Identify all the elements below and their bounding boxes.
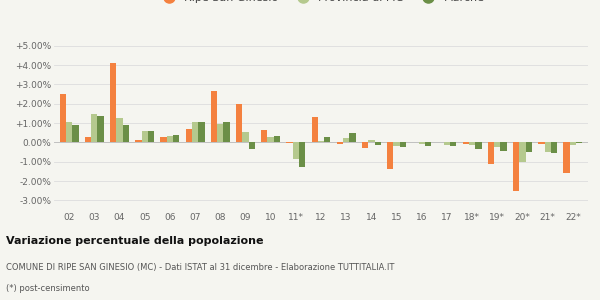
Bar [299, 142, 305, 167]
Bar [318, 141, 324, 142]
Bar [274, 136, 280, 142]
Bar [66, 122, 72, 142]
Bar [85, 136, 91, 142]
Bar [368, 140, 374, 142]
Bar [185, 129, 192, 142]
Bar [173, 135, 179, 142]
Text: (*) post-censimento: (*) post-censimento [6, 284, 89, 293]
Bar [248, 142, 255, 149]
Bar [167, 136, 173, 142]
Bar [394, 142, 400, 146]
Bar [293, 142, 299, 159]
Bar [91, 114, 97, 142]
Bar [148, 131, 154, 142]
Bar [570, 142, 576, 145]
Bar [198, 122, 205, 142]
Bar [520, 142, 526, 162]
Text: COMUNE DI RIPE SAN GINESIO (MC) - Dati ISTAT al 31 dicembre - Elaborazione TUTTI: COMUNE DI RIPE SAN GINESIO (MC) - Dati I… [6, 263, 394, 272]
Bar [211, 91, 217, 142]
Text: Variazione percentuale della popolazione: Variazione percentuale della popolazione [6, 236, 263, 247]
Bar [551, 142, 557, 153]
Bar [362, 142, 368, 148]
Bar [450, 142, 457, 146]
Bar [374, 142, 381, 145]
Bar [526, 142, 532, 152]
Bar [223, 122, 230, 142]
Bar [72, 125, 79, 142]
Bar [311, 117, 318, 142]
Bar [217, 124, 223, 142]
Bar [122, 125, 129, 142]
Bar [538, 142, 545, 144]
Bar [500, 142, 507, 151]
Bar [59, 94, 66, 142]
Bar [236, 104, 242, 142]
Bar [387, 142, 394, 169]
Bar [242, 132, 248, 142]
Legend: Ripe San Ginesio, Provincia di MC, Marche: Ripe San Ginesio, Provincia di MC, March… [157, 0, 485, 3]
Bar [545, 142, 551, 152]
Bar [110, 63, 116, 142]
Bar [425, 142, 431, 146]
Bar [576, 142, 583, 143]
Bar [349, 133, 356, 142]
Bar [286, 142, 293, 143]
Bar [494, 142, 500, 147]
Bar [135, 140, 142, 142]
Bar [563, 142, 570, 173]
Bar [116, 118, 122, 142]
Bar [192, 122, 198, 142]
Bar [513, 142, 520, 191]
Bar [400, 142, 406, 147]
Bar [261, 130, 268, 142]
Bar [475, 142, 482, 149]
Bar [469, 142, 475, 145]
Bar [160, 136, 167, 142]
Bar [444, 142, 450, 145]
Bar [343, 139, 349, 142]
Bar [97, 116, 104, 142]
Bar [268, 136, 274, 142]
Bar [337, 142, 343, 144]
Bar [142, 131, 148, 142]
Bar [488, 142, 494, 164]
Bar [419, 142, 425, 144]
Bar [463, 142, 469, 144]
Bar [324, 136, 331, 142]
